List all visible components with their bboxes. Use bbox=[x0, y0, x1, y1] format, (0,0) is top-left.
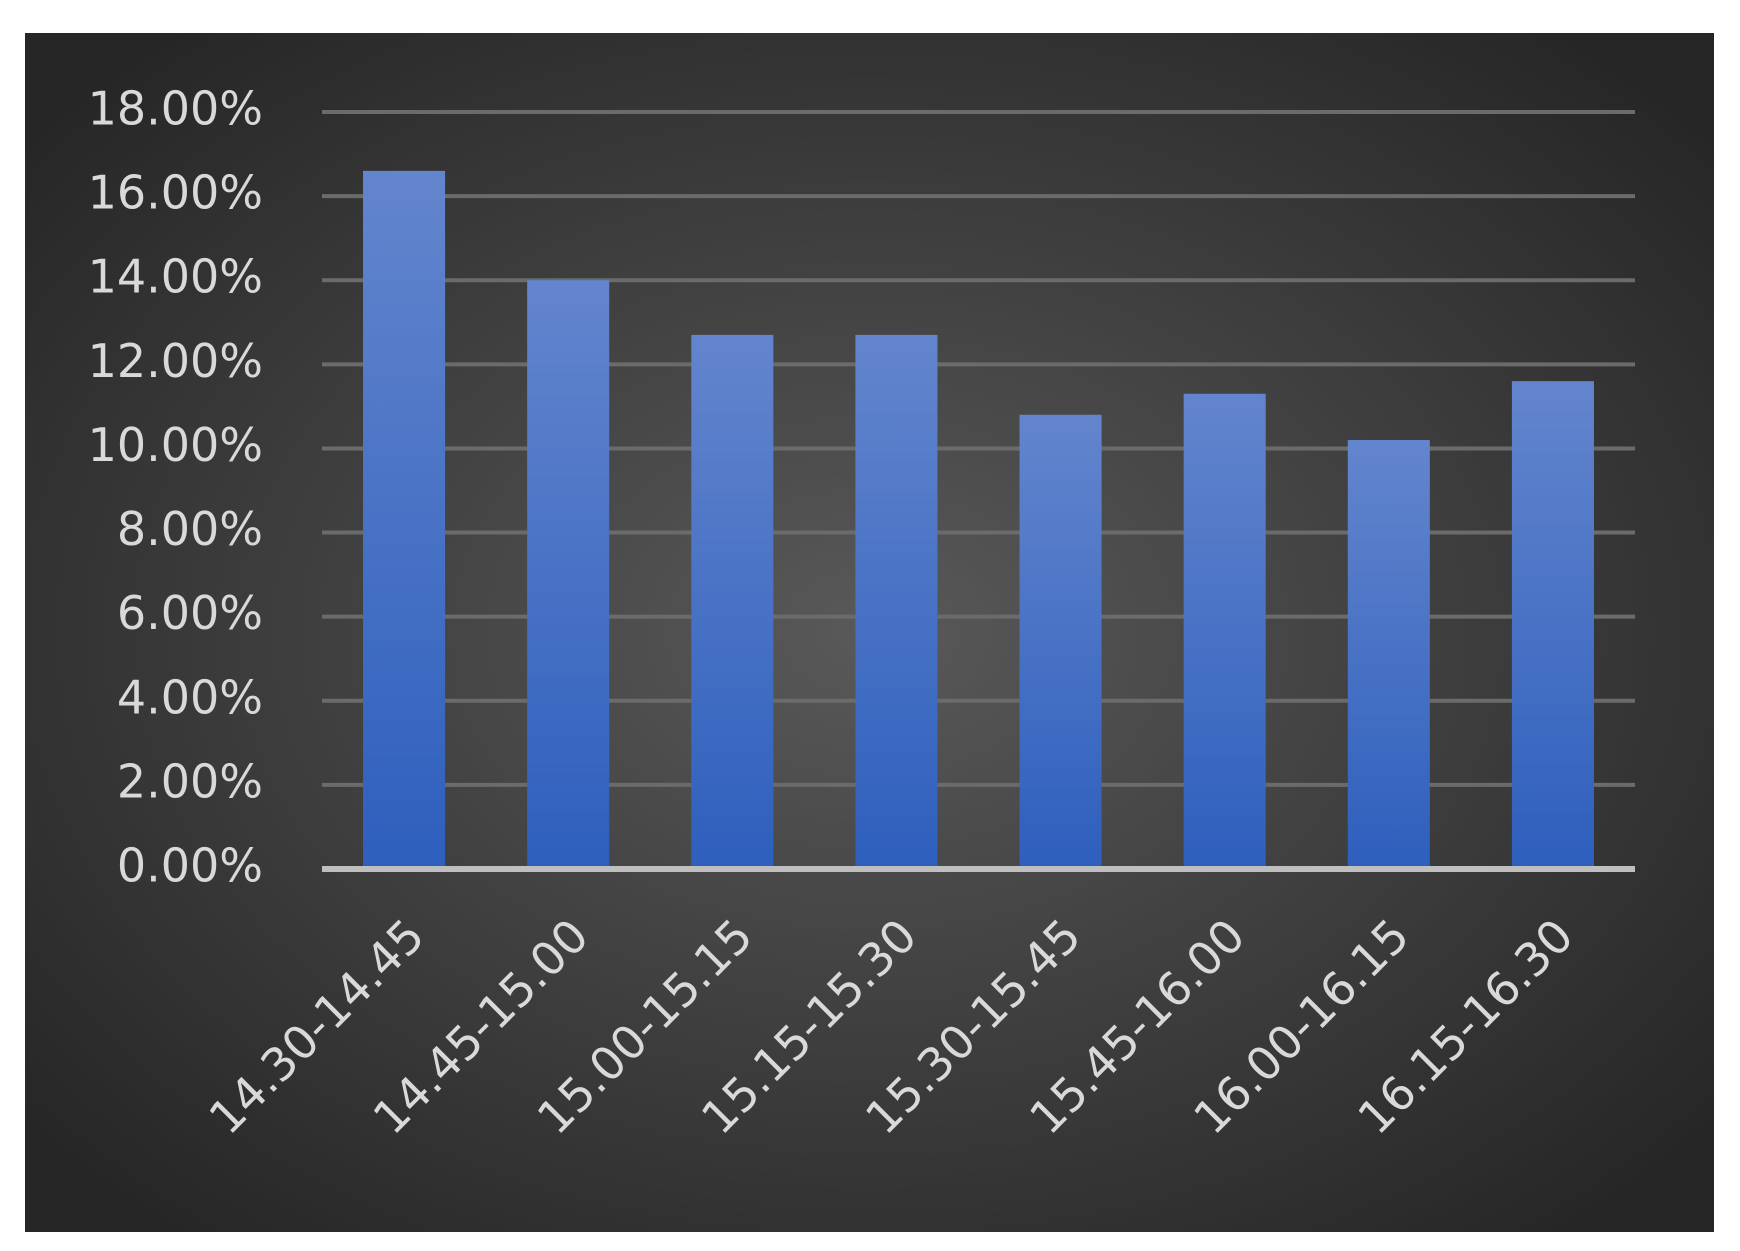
bar bbox=[1347, 440, 1430, 869]
y-tick-label: 4.00% bbox=[117, 670, 263, 724]
bar bbox=[363, 170, 446, 869]
bar bbox=[855, 334, 938, 870]
bar bbox=[1511, 381, 1594, 869]
bar bbox=[1183, 393, 1266, 869]
bar bbox=[527, 280, 610, 869]
y-tick-label: 16.00% bbox=[88, 166, 263, 220]
y-tick-label: 0.00% bbox=[117, 839, 263, 893]
y-tick-label: 8.00% bbox=[117, 502, 263, 556]
y-tick-label: 14.00% bbox=[88, 250, 263, 304]
y-tick-label: 18.00% bbox=[88, 82, 263, 136]
y-tick-label: 12.00% bbox=[88, 334, 263, 388]
bar bbox=[1019, 414, 1102, 869]
y-tick-label: 6.00% bbox=[117, 586, 263, 640]
y-tick-label: 2.00% bbox=[117, 754, 263, 808]
y-tick-label: 10.00% bbox=[88, 418, 263, 472]
bar bbox=[691, 334, 774, 870]
